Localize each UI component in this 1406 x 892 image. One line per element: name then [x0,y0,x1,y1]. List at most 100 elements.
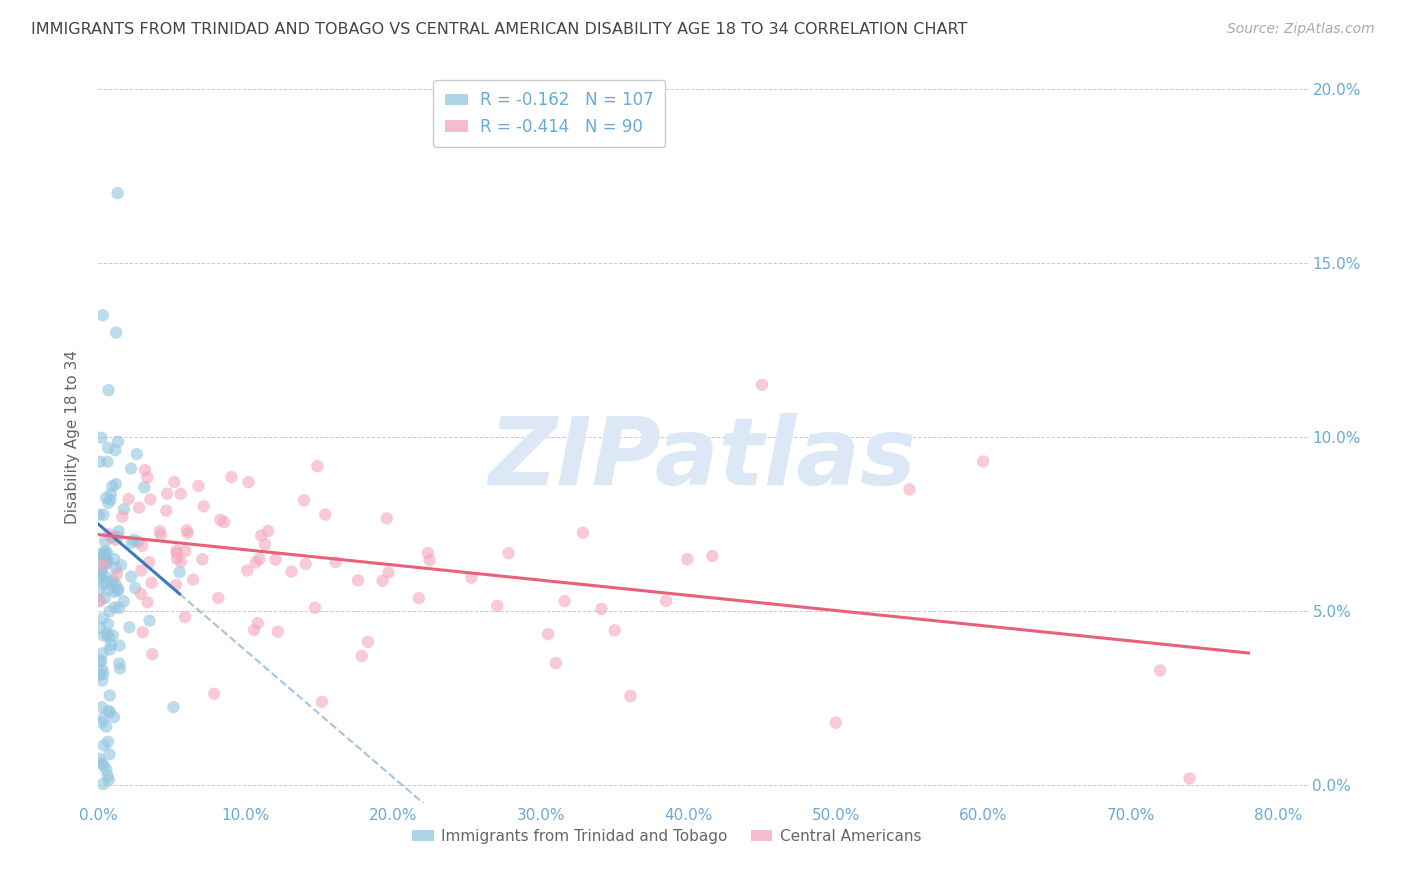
Point [166,546,188,560]
Point [97,704,120,718]
Point [419,553,441,567]
Point [128,500,150,515]
Point [112,594,135,608]
Point [96,575,118,590]
Point [98,604,121,618]
Point [209,513,232,527]
Point [122,533,145,547]
Point [108,601,131,615]
Point [181,573,204,587]
Point [104,577,127,591]
Point [212,515,235,529]
Point [191,552,214,566]
Point [127,534,149,549]
Point [134,480,156,494]
Point [267,624,290,639]
Point [236,564,259,578]
Point [93,739,115,753]
Point [131,625,153,640]
Point [110,558,132,573]
Point [149,524,172,538]
Point [90,547,112,561]
Point [134,463,156,477]
Point [97,554,120,568]
Point [96,455,118,469]
Point [89,571,111,585]
Point [247,552,270,566]
Point [460,571,482,585]
Point [97,582,120,597]
Point [100,487,122,501]
Point [751,377,773,392]
Point [89,593,111,607]
Point [97,441,120,455]
Point [93,508,115,522]
Point [90,654,112,668]
Point [90,431,112,445]
Point [898,483,921,497]
Point [177,526,200,541]
Point [104,561,127,575]
Point [91,758,114,772]
Point [90,756,112,771]
Point [136,595,159,609]
Point [972,454,994,468]
Point [103,530,125,544]
Point [129,564,152,578]
Text: ZIPatlas: ZIPatlas [489,413,917,505]
Point [94,591,117,605]
Point [91,673,114,688]
Point [169,487,191,501]
Point [96,491,118,505]
Point [96,627,118,641]
Point [655,594,678,608]
Point [166,543,188,558]
Point [89,508,111,522]
Point [91,711,114,725]
Legend: Immigrants from Trinidad and Tobago, Central Americans: Immigrants from Trinidad and Tobago, Cen… [406,822,928,850]
Point [101,573,124,587]
Point [377,566,399,580]
Point [90,655,112,669]
Point [619,689,641,703]
Point [98,689,121,703]
Point [357,635,380,649]
Point [125,447,148,461]
Point [94,557,117,571]
Point [107,186,129,201]
Point [238,475,260,490]
Point [202,687,225,701]
Point [105,567,128,582]
Point [138,555,160,569]
Point [93,629,115,643]
Point [141,575,163,590]
Point [166,551,188,566]
Point [129,587,152,601]
Point [537,627,560,641]
Point [155,503,177,517]
Point [94,557,117,571]
Point [121,535,143,549]
Point [91,666,114,681]
Point [292,493,315,508]
Point [371,574,394,588]
Point [498,546,520,560]
Point [104,533,127,547]
Point [98,642,121,657]
Point [824,715,846,730]
Point [100,574,122,589]
Point [100,530,122,544]
Point [89,667,111,681]
Point [100,638,122,652]
Point [170,555,193,569]
Point [97,496,120,510]
Point [100,492,122,507]
Point [350,648,373,663]
Point [94,569,117,583]
Point [101,479,124,493]
Point [174,544,197,558]
Point [91,611,114,625]
Point [138,614,160,628]
Point [96,720,118,734]
Point [176,523,198,537]
